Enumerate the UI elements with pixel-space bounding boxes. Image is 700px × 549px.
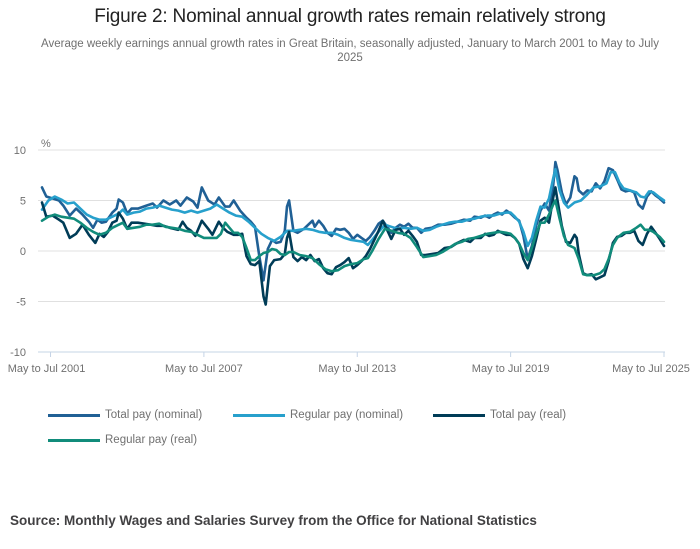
x-tick-label: May to Jul 2019	[472, 363, 550, 375]
legend-item-regular-pay-nominal[interactable]: Regular pay (nominal)	[233, 409, 403, 421]
chart-title: Figure 2: Nominal annual growth rates re…	[94, 6, 606, 27]
gridlines	[38, 149, 665, 353]
x-axis: May to Jul 2001 May to Jul 2007 May to Jul…	[8, 352, 690, 375]
legend-label: Total pay (nominal)	[105, 409, 203, 421]
legend-item-regular-pay-real[interactable]: Regular pay (real)	[48, 434, 197, 446]
y-tick-label: -10	[10, 347, 26, 359]
series-line-total-pay-nominal	[40, 160, 666, 282]
source-note: Source: Monthly Wages and Salaries Surve…	[10, 513, 537, 528]
series-lines	[40, 160, 666, 306]
y-tick-label: 5	[20, 196, 26, 208]
x-tick-label: May to Jul 2025	[612, 363, 690, 375]
y-tick-label: 0	[20, 246, 26, 258]
y-axis-unit-label: %	[41, 138, 51, 150]
chart-subtitle: Average weekly earnings annual growth ra…	[41, 38, 659, 64]
x-tick-label: May to Jul 2013	[318, 363, 396, 375]
y-tick-label: 10	[14, 145, 26, 157]
series-line-regular-pay-real	[40, 199, 666, 277]
y-tick-label: -5	[16, 297, 26, 309]
legend-label: Total pay (real)	[490, 409, 567, 421]
legend-label: Regular pay (real)	[105, 434, 198, 446]
x-tick-label: May to Jul 2001	[8, 363, 86, 375]
legend-swatch	[433, 413, 485, 417]
y-axis: 10 5 0 -5 -10	[10, 145, 26, 359]
legend-swatch	[233, 413, 285, 417]
legend-label: Regular pay (nominal)	[290, 409, 404, 421]
x-tick-label: May to Jul 2007	[165, 363, 243, 375]
legend-item-total-pay-real[interactable]: Total pay (real)	[433, 409, 566, 421]
legend-item-total-pay-nominal[interactable]: Total pay (nominal)	[48, 409, 202, 421]
legend-swatch	[48, 413, 100, 417]
legend-swatch	[48, 438, 100, 442]
